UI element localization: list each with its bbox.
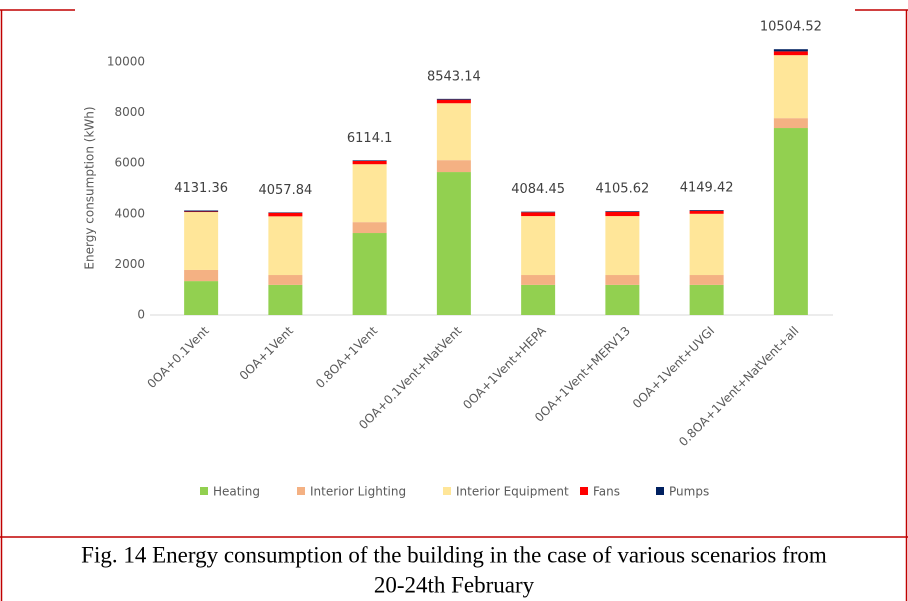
bar-segment	[521, 211, 556, 213]
x-tick-label: 0OA+1Vent+UVGI	[630, 324, 717, 411]
bar-segment	[268, 275, 303, 285]
bar-segment	[268, 216, 303, 276]
bar-segment	[773, 55, 808, 119]
bar-segment	[436, 103, 471, 161]
total-label: 6114.1	[347, 131, 393, 146]
legend-swatch	[443, 487, 451, 495]
bar-segment	[184, 210, 219, 212]
bar-segment	[352, 233, 387, 315]
legend-label: Interior Lighting	[310, 485, 406, 499]
bar-segment	[773, 49, 808, 52]
bar-segment	[605, 284, 640, 315]
bar-segment	[689, 210, 724, 211]
bar-segment	[773, 128, 808, 315]
total-label: 10504.52	[760, 20, 822, 35]
bar-segment	[521, 212, 556, 217]
bar-segment	[605, 211, 640, 217]
bar-segment	[436, 160, 471, 173]
legend-swatch	[297, 487, 305, 495]
total-label: 4057.84	[258, 183, 312, 198]
total-label: 4084.45	[511, 182, 565, 197]
legend-swatch	[200, 487, 208, 495]
bar-segment	[773, 51, 808, 56]
x-tick-label: 0OA+0.1Vent	[144, 323, 212, 391]
bar-segment	[521, 216, 556, 276]
caption: 20-24th February	[374, 572, 535, 597]
bar-segment	[436, 172, 471, 315]
x-tick-label: 0.8OA+1Vent	[313, 323, 381, 391]
bar-segment	[689, 275, 724, 285]
legend-swatch	[580, 487, 588, 495]
y-tick-label: 0	[137, 308, 145, 322]
bar-segment	[605, 216, 640, 276]
bar-segment	[436, 98, 471, 100]
bar-segment	[184, 269, 219, 282]
y-tick-label: 4000	[114, 206, 145, 220]
total-label: 4149.42	[680, 181, 734, 196]
bar-segment	[436, 99, 471, 104]
bar-segment	[268, 212, 303, 217]
caption: Fig. 14 Energy consumption of the buildi…	[81, 542, 827, 567]
y-tick-label: 6000	[114, 156, 145, 170]
total-label: 8543.14	[427, 69, 481, 84]
legend-label: Pumps	[669, 485, 709, 499]
bar-segment	[773, 118, 808, 129]
x-tick-label: 0OA+1Vent	[237, 323, 296, 382]
y-tick-label: 8000	[114, 105, 145, 119]
bar-segment	[521, 284, 556, 315]
legend-swatch	[656, 487, 664, 495]
bar-segment	[184, 211, 219, 213]
bar-segment	[352, 222, 387, 234]
bar-segment	[689, 210, 724, 214]
y-tick-label: 2000	[114, 257, 145, 271]
bar-segment	[352, 160, 387, 165]
legend-label: Fans	[593, 485, 620, 499]
total-label: 4105.62	[595, 182, 649, 197]
total-label: 4131.36	[174, 181, 228, 196]
bar-segment	[689, 213, 724, 276]
legend-label: Interior Equipment	[456, 485, 569, 499]
bar-segment	[184, 281, 219, 315]
y-tick-label: 10000	[107, 55, 145, 69]
x-tick-label: 0OA+1Vent+MERV13	[532, 324, 633, 425]
bar-segment	[605, 211, 640, 212]
x-tick-label: 0OA+1Vent+HEPA	[460, 323, 549, 412]
bar-segment	[521, 275, 556, 285]
legend-label: Heating	[213, 485, 260, 499]
bar-segment	[689, 284, 724, 315]
bar-segment	[184, 212, 219, 270]
bar-segment	[352, 164, 387, 223]
bar-segment	[605, 275, 640, 285]
bar-segment	[268, 284, 303, 315]
y-axis-label: Energy consumption (kWh)	[83, 106, 97, 269]
bar-segment	[352, 160, 387, 161]
